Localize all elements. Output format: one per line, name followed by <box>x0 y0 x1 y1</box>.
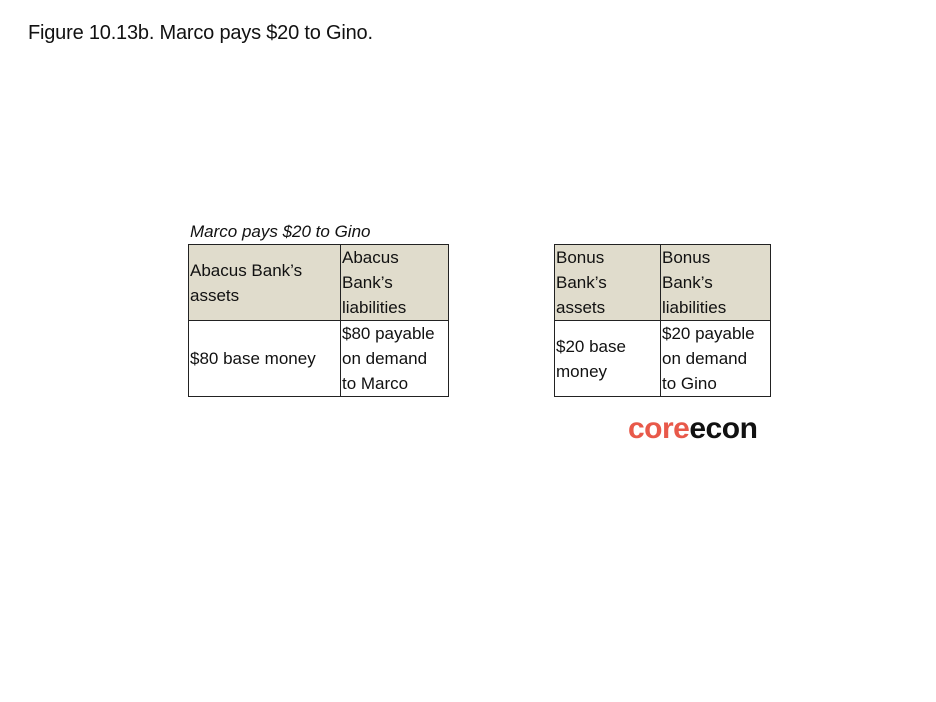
abacus-assets-header-cell: Abacus Bank’s assets <box>188 244 341 321</box>
bonus-liabilities-value: $20 payable on demand to Gino <box>662 324 755 393</box>
abacus-assets-value-cell: $80 base money <box>188 320 341 397</box>
figure-title: Figure 10.13b. Marco pays $20 to Gino. <box>28 22 373 44</box>
abacus-liabilities-value: $80 payable on demand to Marco <box>342 324 435 393</box>
coreecon-logo: coreecon <box>628 412 758 446</box>
bonus-bank-balance-sheet: Bonus Bank’s assets Bonus Bank’s liabili… <box>554 244 771 397</box>
bonus-assets-value: $20 base money <box>556 336 626 381</box>
bonus-liabilities-header-cell: Bonus Bank’s liabilities <box>660 244 771 321</box>
bonus-assets-header-cell: Bonus Bank’s assets <box>554 244 661 321</box>
logo-econ-text: econ <box>689 412 758 445</box>
abacus-liabilities-value-cell: $80 payable on demand to Marco <box>340 320 449 397</box>
bonus-assets-value-cell: $20 base money <box>554 320 661 397</box>
abacus-assets-value: $80 base money <box>190 349 316 368</box>
diagram-caption: Marco pays $20 to Gino <box>190 222 371 241</box>
bonus-liabilities-value-cell: $20 payable on demand to Gino <box>660 320 771 397</box>
abacus-liabilities-header-cell: Abacus Bank’s liabilities <box>340 244 449 321</box>
bonus-assets-header: Bonus Bank’s assets <box>556 248 607 317</box>
logo-core-text: core <box>628 412 690 445</box>
abacus-assets-header: Abacus Bank’s assets <box>190 260 303 305</box>
bonus-liabilities-header: Bonus Bank’s liabilities <box>662 248 727 317</box>
abacus-liabilities-header: Abacus Bank’s liabilities <box>342 248 407 317</box>
abacus-bank-balance-sheet: Abacus Bank’s assets Abacus Bank’s liabi… <box>188 244 449 397</box>
